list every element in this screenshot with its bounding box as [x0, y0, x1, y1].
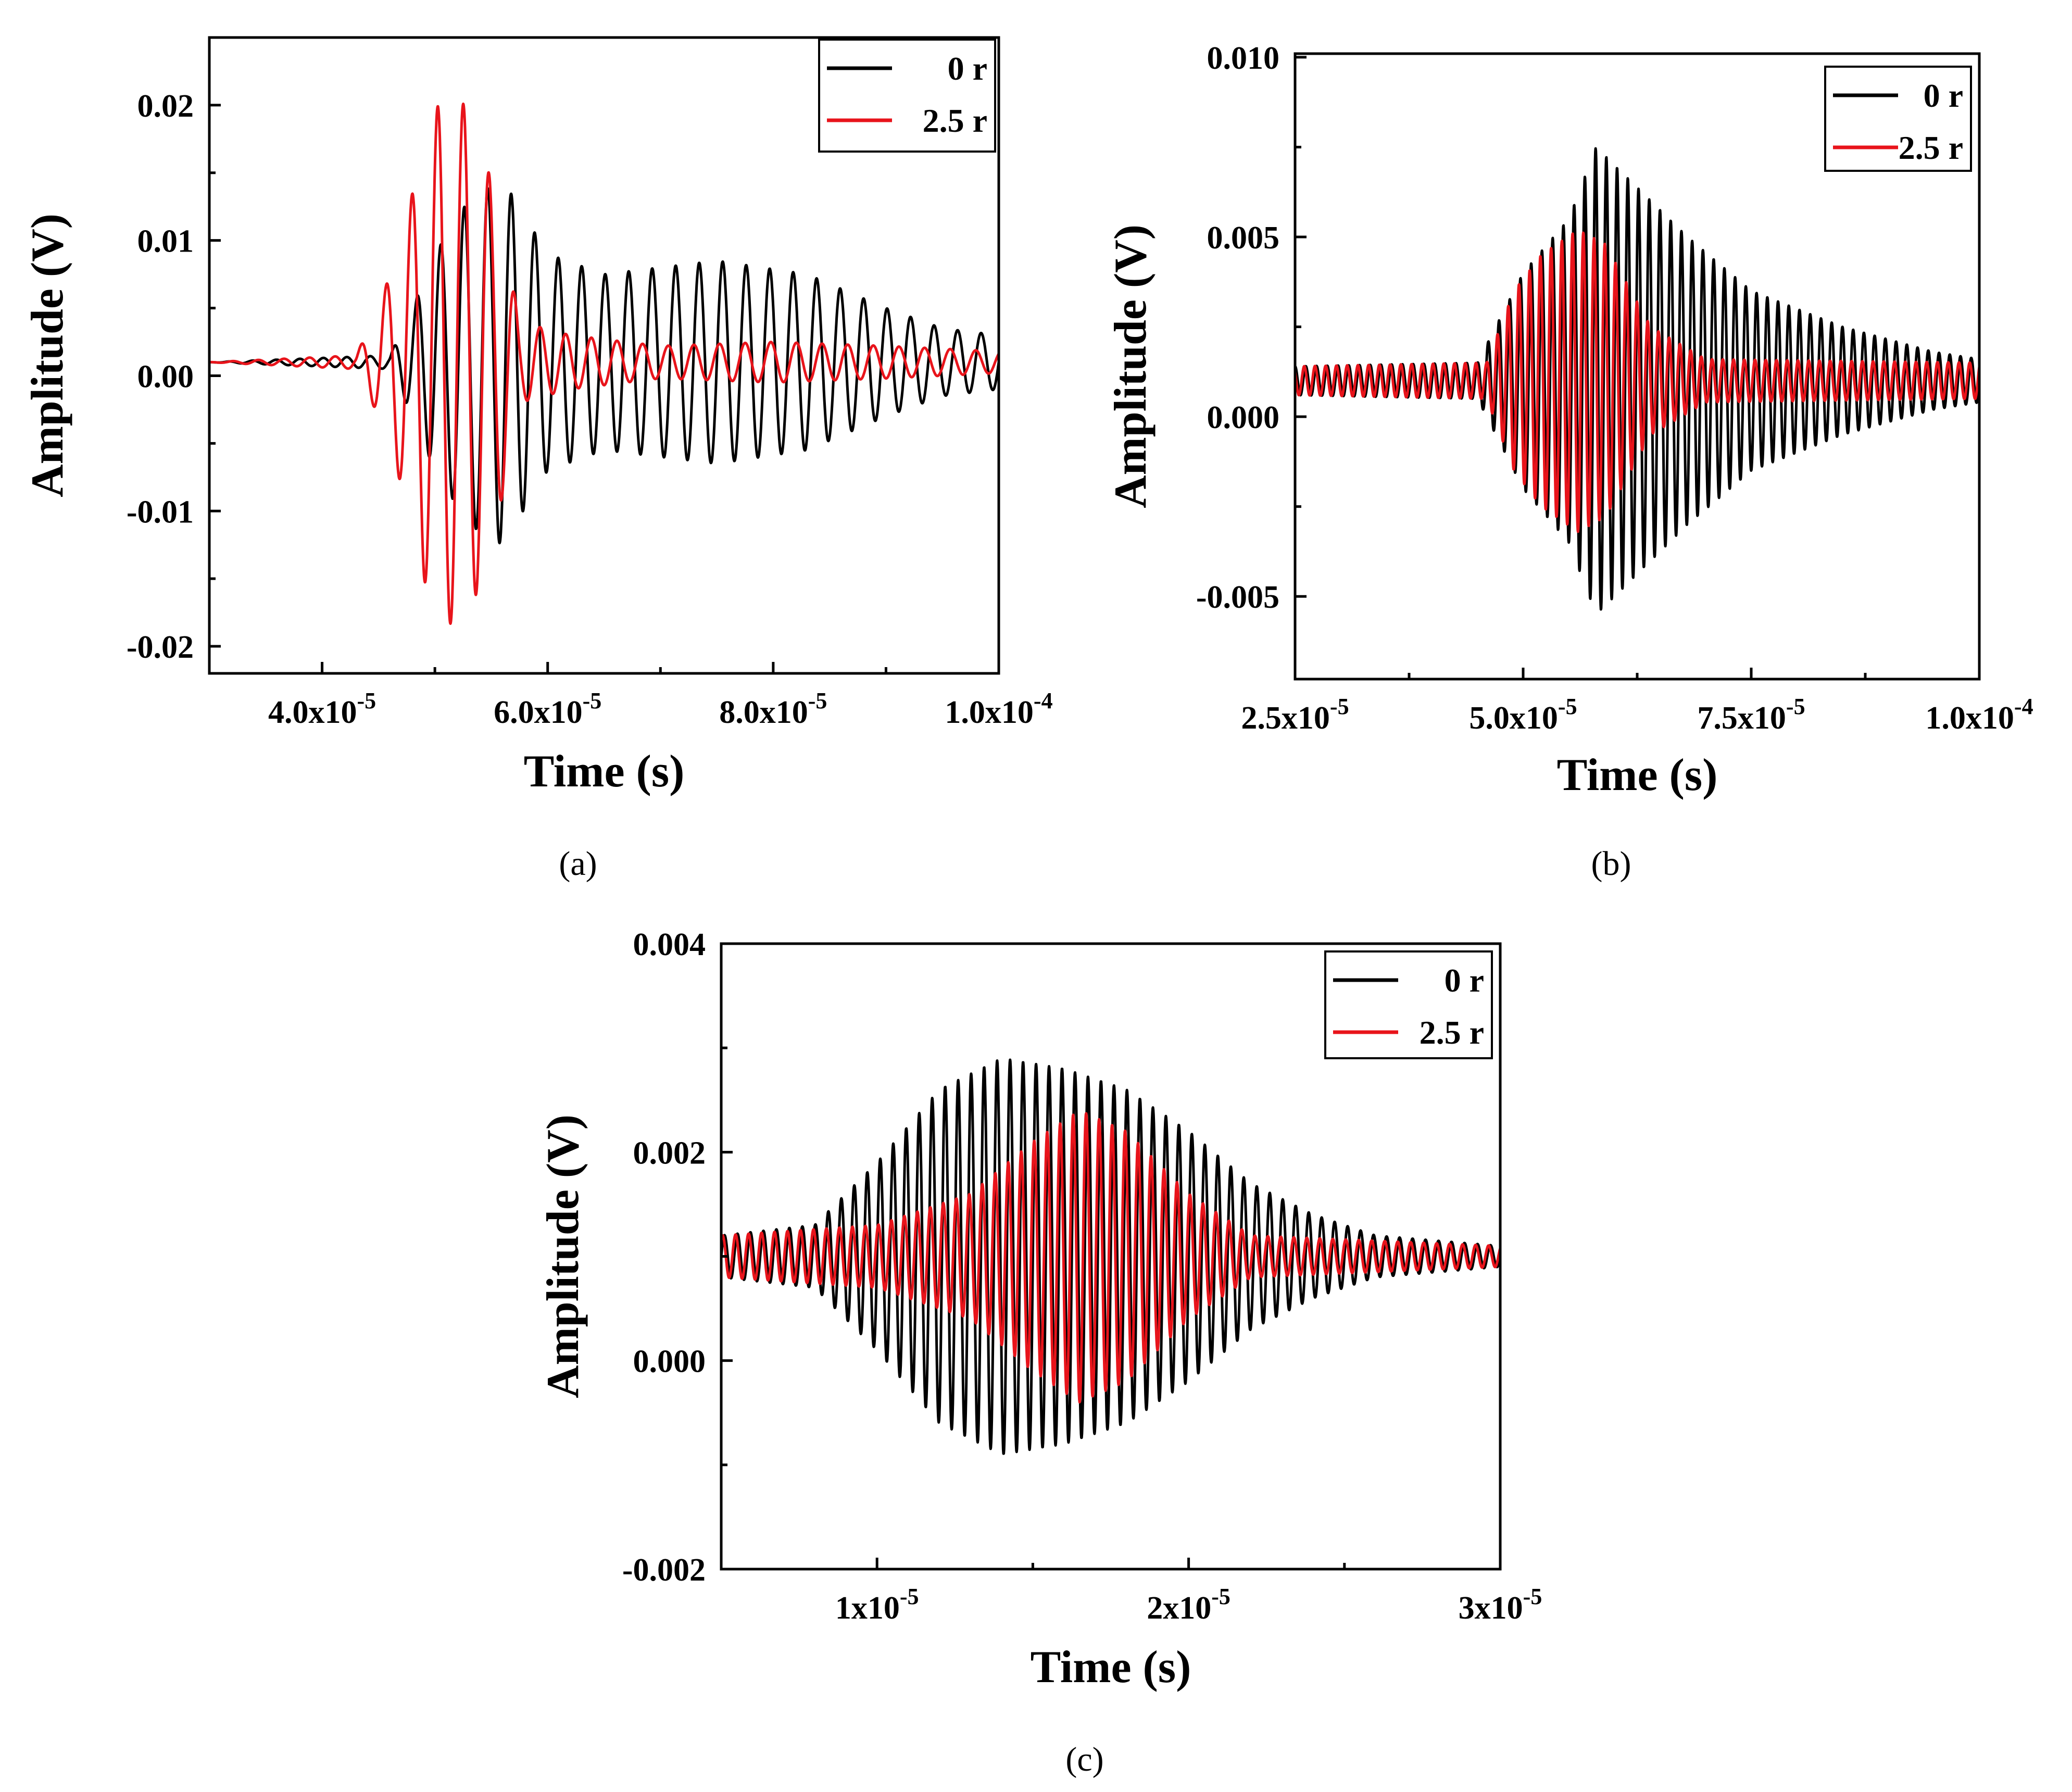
y-tick-label: -0.01 [127, 494, 194, 530]
panel-label: (c) [1065, 1740, 1103, 1778]
x-tick-label: 1.0x10-4 [945, 688, 1052, 730]
legend-label: 2.5 r [1899, 129, 1963, 166]
series-line-second [1295, 231, 1979, 533]
legend-box [818, 39, 996, 153]
series-line-second [721, 1112, 1500, 1403]
x-tick-label: 2x10-5 [1147, 1584, 1230, 1626]
x-tick-label: 1x10-5 [835, 1584, 919, 1626]
series-line-second [209, 102, 999, 625]
x-tick-label: 5.0x10-5 [1469, 694, 1577, 736]
legend-label: 0 r [948, 50, 987, 87]
legend: 0 r 2.5 r [1824, 66, 1972, 172]
y-tick-label: 0.010 [1207, 41, 1280, 76]
x-tick-label: 1.0x10-4 [1925, 694, 2033, 736]
legend-box [1824, 66, 1972, 172]
x-tick-label: 7.5x10-5 [1697, 694, 1805, 736]
series-line-first [1295, 147, 1979, 611]
y-tick-label: 0.02 [137, 89, 194, 124]
y-axis-title: Amplitude (V) [538, 1114, 588, 1398]
y-tick-label: 0.000 [633, 1344, 706, 1380]
x-tick-label: 2.5x10-5 [1241, 694, 1349, 736]
legend-box [1324, 950, 1493, 1059]
plot-frame [208, 36, 1000, 675]
chart-2: 2.5x10-5 5.0x10-5 7.5x10-5 1.0x10-4 -0.005 0.… [1106, 41, 2033, 883]
x-tick-label: 8.0x10-5 [719, 688, 827, 730]
y-tick-label: -0.02 [127, 630, 194, 665]
y-tick-label: 0.01 [137, 224, 194, 259]
y-tick-label: 0.00 [137, 359, 194, 394]
chart-1: 4.0x10-5 6.0x10-5 8.0x10-5 1.0x10-4 -0.02 -0.… [22, 36, 1053, 883]
x-axis-title: Time (s) [1031, 1642, 1191, 1693]
y-axis-title: Amplitude (V) [22, 214, 73, 497]
x-axis-title: Time (s) [1557, 750, 1718, 800]
chart-3: 1x10-5 2x10-5 3x10-5 -0.002 0.000 0.002 0.004 T… [538, 927, 1542, 1778]
x-tick-label: 6.0x10-5 [494, 688, 601, 730]
legend: 0 r 2.5 r [818, 39, 996, 153]
legend-label: 2.5 r [1420, 1014, 1484, 1051]
y-tick-label: 0.000 [1207, 400, 1280, 435]
legend-label: 2.5 r [923, 102, 987, 139]
y-tick-label: -0.002 [622, 1552, 706, 1588]
legend-label: 0 r [1924, 77, 1963, 114]
panel-label: (a) [559, 845, 597, 883]
plot-area [721, 1058, 1500, 1455]
panel-label: (b) [1591, 845, 1631, 883]
x-axis-title: Time (s) [524, 746, 685, 797]
legend: 0 r 2.5 r [1324, 950, 1493, 1059]
y-tick-label: 0.002 [633, 1135, 706, 1171]
x-tick-label: 3x10-5 [1459, 1584, 1542, 1626]
y-tick-label: -0.005 [1196, 580, 1279, 615]
plot-area [1295, 147, 1979, 611]
y-tick-label: 0.005 [1207, 220, 1280, 256]
plot-area [209, 102, 999, 625]
y-tick-label: 0.004 [633, 927, 706, 962]
y-axis-title: Amplitude (V) [1106, 224, 1156, 508]
series-line-first [721, 1058, 1500, 1455]
x-tick-label: 4.0x10-5 [268, 688, 376, 730]
legend-label: 0 r [1445, 962, 1484, 999]
